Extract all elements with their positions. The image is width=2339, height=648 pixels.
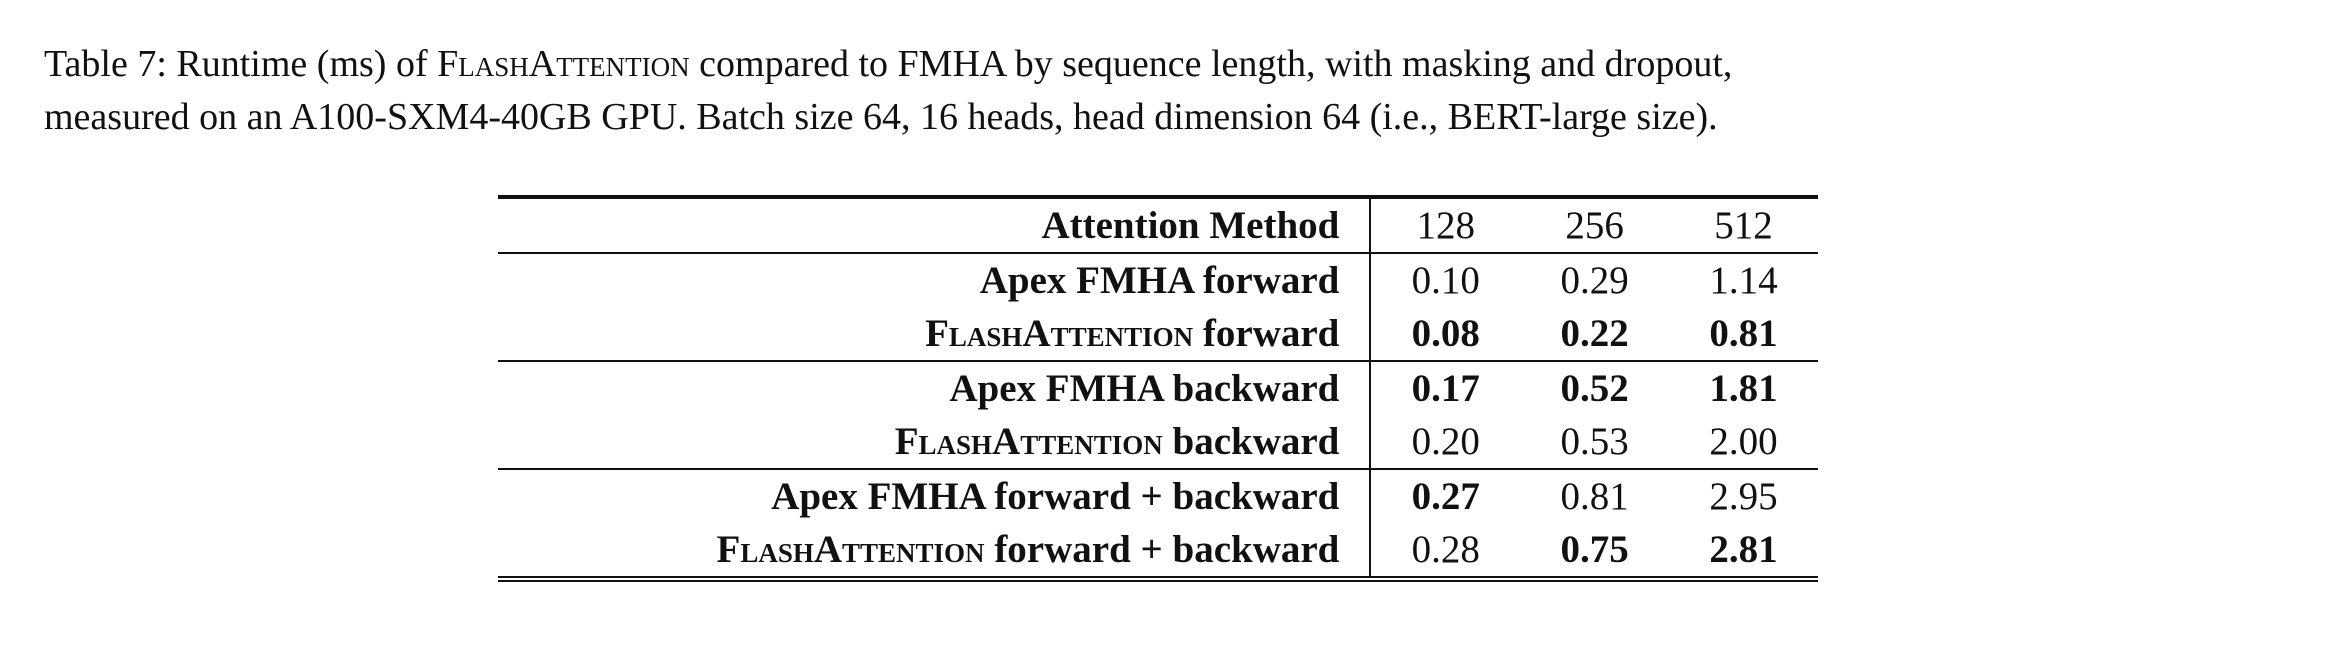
method-smallcaps: FlashAttention (925, 312, 1194, 355)
method-text: forward + backward (984, 528, 1340, 571)
table-header-row: Attention Method 128 256 512 (498, 197, 1818, 254)
table-row: Apex FMHA forward 0.10 0.29 1.14 (498, 253, 1818, 307)
method-smallcaps: FlashAttention (894, 420, 1163, 463)
cell-128: 0.17 (1370, 360, 1521, 415)
cell-512: 0.81 (1709, 312, 1778, 355)
runtime-table: Attention Method 128 256 512 Apex FMHA f… (498, 195, 1818, 582)
method-text: backward (1162, 420, 1340, 463)
table-row: Apex FMHA forward + backward 0.27 0.81 2… (498, 468, 1818, 523)
header-col-256: 256 (1520, 197, 1670, 254)
header-col-128: 128 (1370, 197, 1521, 254)
cell-256: 0.29 (1560, 259, 1629, 302)
caption-lead: Table 7: Runtime (ms) of (44, 43, 438, 85)
cell-512: 1.81 (1669, 360, 1818, 415)
table-row: FlashAttention forward 0.08 0.22 0.81 (498, 307, 1818, 361)
row-method: Apex FMHA backward (498, 360, 1372, 415)
row-method: Apex FMHA forward + backward (498, 468, 1372, 523)
method-text: forward (1193, 312, 1340, 355)
header-method: Attention Method (498, 197, 1372, 254)
cell-512: 1.14 (1709, 259, 1778, 302)
header-col-512: 512 (1669, 197, 1818, 254)
cell-256: 0.22 (1560, 312, 1629, 355)
cell-256: 0.52 (1520, 360, 1670, 415)
cell-256: 0.81 (1520, 468, 1670, 523)
row-method: FlashAttention backward (498, 415, 1372, 469)
cell-128: 0.28 (1411, 528, 1480, 571)
table-caption: Table 7: Runtime (ms) of FlashAttention … (44, 38, 2304, 144)
table-row: FlashAttention backward 0.20 0.53 2.00 (498, 415, 1818, 469)
row-method: FlashAttention forward (498, 307, 1372, 361)
cell-256: 0.53 (1560, 420, 1629, 463)
row-method: FlashAttention forward + backward (498, 523, 1372, 579)
table-row: FlashAttention forward + backward 0.28 0… (498, 523, 1818, 579)
method-text: Apex FMHA backward (949, 367, 1340, 410)
cell-128: 0.10 (1411, 259, 1480, 302)
cell-128: 0.27 (1370, 468, 1521, 523)
cell-512: 2.00 (1709, 420, 1778, 463)
caption-line2: measured on an A100-SXM4-40GB GPU. Batch… (44, 96, 1718, 138)
method-text: Apex FMHA forward (979, 259, 1340, 302)
caption-flash-name: FlashAttention (437, 43, 690, 85)
method-text: Apex FMHA forward + backward (771, 475, 1340, 518)
cell-256: 0.75 (1560, 528, 1629, 571)
cell-128: 0.08 (1411, 312, 1480, 355)
row-method: Apex FMHA forward (498, 253, 1372, 307)
table-row: Apex FMHA backward 0.17 0.52 1.81 (498, 360, 1818, 415)
cell-512: 2.95 (1669, 468, 1818, 523)
method-smallcaps: FlashAttention (716, 528, 985, 571)
caption-rest-line1: compared to FMHA by sequence length, wit… (689, 43, 1733, 85)
cell-128: 0.20 (1411, 420, 1480, 463)
cell-512: 2.81 (1709, 528, 1778, 571)
